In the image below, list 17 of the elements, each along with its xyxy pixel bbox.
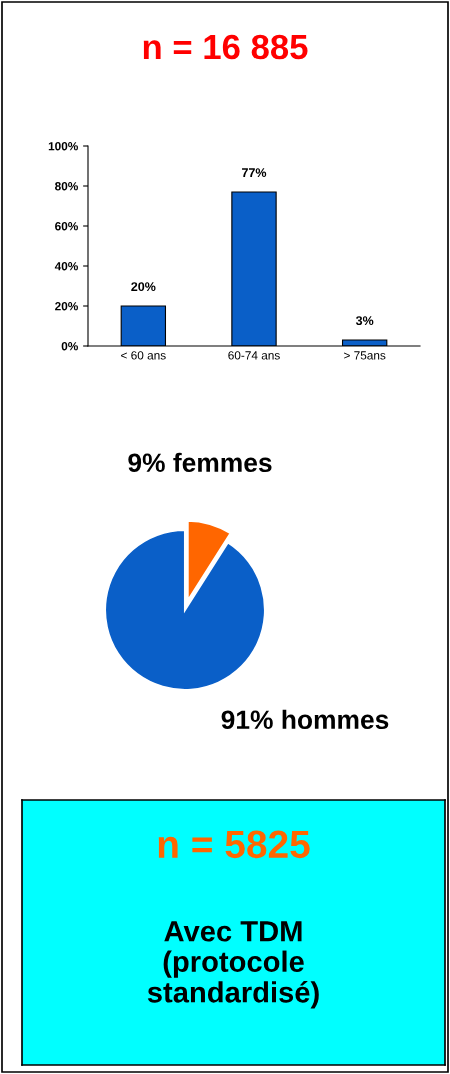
x-tick-label: 60-74 ans <box>228 351 280 360</box>
data-label: 77% <box>242 168 267 177</box>
y-tick-label: 20% <box>55 302 78 311</box>
data-label: 20% <box>131 282 156 292</box>
y-tick-label: 0% <box>61 342 78 351</box>
slice-label: 9% femmes <box>128 452 272 473</box>
y-tick-label: 60% <box>55 222 78 231</box>
data-label: 3% <box>355 316 374 326</box>
chart-title: n = 16 885 <box>143 34 308 60</box>
slice-label: 91% hommes <box>221 709 389 730</box>
y-tick-label: 80% <box>55 182 78 191</box>
y-tick-label: 100% <box>48 142 78 151</box>
x-tick-label: > 75ans <box>344 351 386 360</box>
y-tick-label: 40% <box>54 262 78 271</box>
x-tick-label: < 60 ans <box>121 351 166 360</box>
text: Avec TDM (protocole standardisé) <box>147 921 319 1009</box>
text: n = 5825 <box>158 830 310 859</box>
